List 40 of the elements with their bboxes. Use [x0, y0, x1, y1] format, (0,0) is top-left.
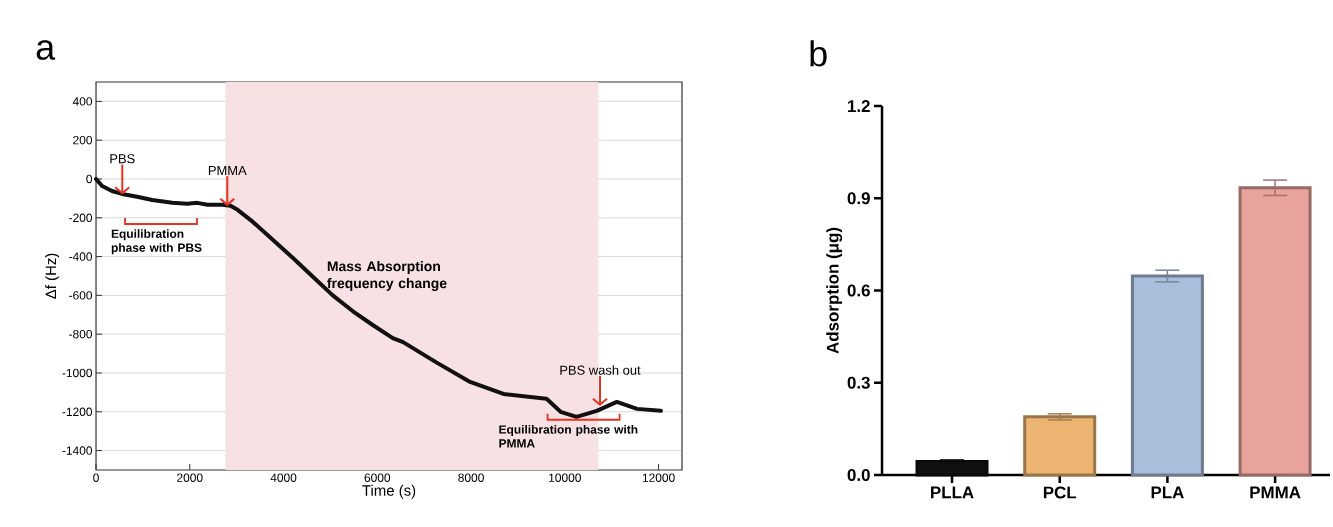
x-tick-label: 12000: [642, 473, 675, 482]
line-series: [94, 176, 663, 419]
y-tick-label: -1000: [62, 368, 93, 378]
y-tick-label: 1.2: [848, 100, 870, 112]
annotation: Equilibration phase with PBS: [111, 229, 202, 255]
bar: [1130, 274, 1204, 477]
x-tick-label: 10000: [549, 473, 581, 482]
x-tick-label: 2000: [177, 473, 203, 482]
chart-title: b: [810, 40, 827, 67]
y-axis-title: Δf (Hz): [45, 253, 60, 299]
y-axis-title: Adsorption (μg): [826, 227, 843, 354]
x-tick-label: 6000: [364, 473, 391, 482]
y-tick-label: 400: [72, 97, 93, 106]
x-tick-label: PMMA: [1250, 486, 1301, 499]
x-tick-label: PLA: [1151, 486, 1184, 499]
y-tick-label: -200: [69, 213, 93, 223]
y-tick-label: -600: [69, 291, 93, 300]
x-tick-label: PCL: [1043, 486, 1077, 499]
y-tick-label: 200: [73, 135, 93, 145]
x-tick-label: 8000: [458, 473, 484, 482]
y-tick-label: 0.9: [847, 192, 870, 205]
y-tick-label: -1400: [62, 446, 93, 455]
bar: [1023, 415, 1097, 477]
y-tick-label: -1200: [62, 407, 93, 417]
annotation: PBS wash out: [560, 365, 641, 375]
chart-title: a: [36, 40, 56, 60]
y-tick-label: 0.6: [847, 284, 870, 297]
annotation: Equilibration phase with PMMA: [499, 424, 638, 448]
x-tick-label: PLLA: [931, 486, 974, 499]
x-axis-title: Time (s): [362, 484, 416, 499]
x-tick-label: 4000: [270, 473, 297, 482]
annotation: PMMA: [208, 166, 247, 175]
band-label: Mass Absorption frequency change: [327, 260, 447, 291]
y-tick-label: 0.0: [847, 468, 870, 481]
x-tick-label: 0: [93, 473, 99, 482]
y-tick-label: -400: [69, 252, 93, 261]
y-tick-label: 0: [86, 174, 93, 184]
y-tick-label: 0.3: [847, 376, 870, 389]
annotation: PBS: [110, 154, 135, 164]
y-tick-label: -800: [69, 329, 93, 339]
